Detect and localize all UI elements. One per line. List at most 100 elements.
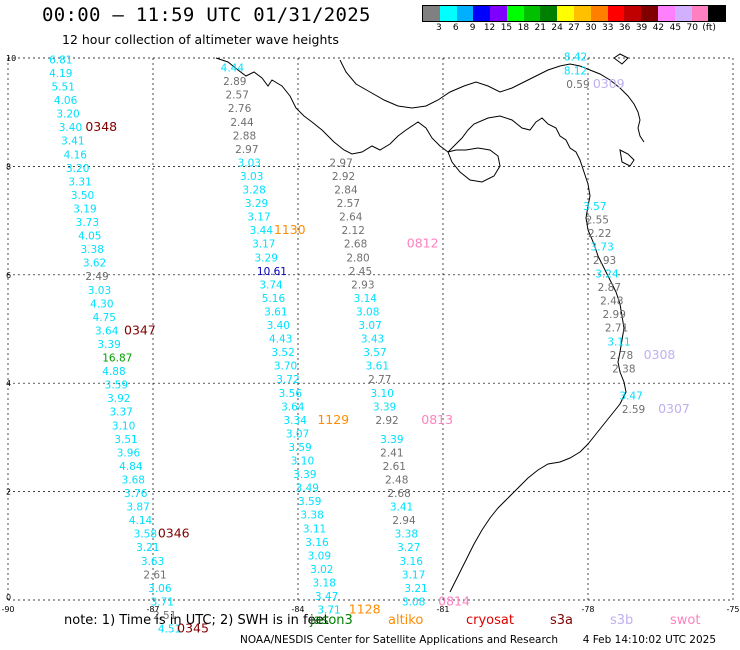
pass-time-label: 0348 <box>85 119 117 134</box>
wave-height-value: 4.43 <box>269 334 292 346</box>
color-scale-label: 12 <box>483 23 496 33</box>
gulf-inlet <box>447 147 501 183</box>
credit-line: NOAA/NESDIS Center for Satellite Applica… <box>240 634 716 646</box>
wave-height-value: 3.61 <box>366 361 389 373</box>
coastline-mainland <box>215 57 627 593</box>
pass-time-label: 1128 <box>349 602 381 617</box>
color-scale-legend: 3 6 9 12 15 18 21 24 27 30 33 36 39 42 45 70 (ft) <box>422 5 726 34</box>
color-scale-swatch <box>506 6 524 21</box>
color-scale-label: 6 <box>452 23 459 33</box>
wave-height-value: 3.17 <box>252 239 275 251</box>
wave-height-value: 2.12 <box>342 225 365 237</box>
satellite-legend-item: s3a <box>550 613 574 628</box>
color-scale-label: 15 <box>500 23 513 33</box>
wave-height-value: 3.29 <box>245 198 268 210</box>
pass-time-label: 0308 <box>644 347 676 362</box>
coastline-north <box>339 59 645 143</box>
wave-height-value: 2.89 <box>223 76 246 88</box>
axis-tick-labels: -90 -87 -84 -81 -78 -75 2 4 6 8 10 0 <box>1 54 739 614</box>
wave-height-value: 2.22 <box>588 228 611 240</box>
wave-height-value: 3.47 <box>315 591 338 603</box>
pass-time-label: 0813 <box>421 412 453 427</box>
wave-height-value: 3.18 <box>313 577 336 589</box>
timestamp: 4 Feb 14:10:02 UTC 2025 <box>582 634 717 646</box>
wave-height-value: 3.73 <box>76 217 99 229</box>
wave-height-value: 3.50 <box>71 190 94 202</box>
wave-height-value: 2.93 <box>351 279 374 291</box>
altimeter-track: 8.428.12 0.59 3.572.55 2.223.73 2.93 3.242.87… <box>564 52 690 416</box>
color-scale-swatch <box>708 6 726 21</box>
wave-height-value: 6.81 <box>49 54 72 66</box>
map-title: 00:00 — 11:59 UTC 01/31/2025 <box>42 4 371 26</box>
wave-height-value: 2.64 <box>339 212 363 224</box>
color-scale-label: 21 <box>534 23 546 33</box>
color-scale-label: 18 <box>517 23 530 33</box>
color-scale-swatch <box>574 6 591 21</box>
wave-height-value: 3.16 <box>305 537 329 549</box>
satellite-legend-item: s3b <box>610 613 634 628</box>
wave-height-value: 3.10 <box>112 420 135 432</box>
pass-time-label: 0307 <box>658 401 690 416</box>
note-text: note: 1) Time is in UTC; 2) SWH is in fe… <box>64 613 329 628</box>
wave-height-value: 3.02 <box>310 564 333 576</box>
wave-height-value: 4.14 <box>129 515 153 527</box>
coastline <box>215 53 645 593</box>
wave-height-value: 2.48 <box>385 474 408 486</box>
wave-height-value: 3.11 <box>607 336 630 348</box>
wave-height-value: 3.71 <box>317 605 340 617</box>
pass-time-label: 1129 <box>317 412 349 427</box>
wave-height-value: 4.88 <box>102 366 125 378</box>
color-scale-label: 24 <box>551 23 563 33</box>
color-scale-label: 3 <box>436 23 442 33</box>
wave-height-value: 2.77 <box>368 374 391 386</box>
pass-time-label: 0814 <box>438 593 470 608</box>
wave-height-value: 4.19 <box>49 68 72 80</box>
wave-height-value: 3.20 <box>66 163 89 175</box>
wave-height-value: 3.31 <box>68 176 91 188</box>
wave-height-value: 3.24 <box>595 269 619 281</box>
wave-height-value: 2.84 <box>334 185 358 197</box>
wave-height-value: 2.71 <box>605 323 628 335</box>
wave-height-value: 4.51 <box>158 624 181 636</box>
altimeter-track: 6.814.195.514.063.203.403.414.163.203.31… <box>49 54 209 635</box>
pass-time-label: 0345 <box>177 621 209 636</box>
wave-height-value: 2.45 <box>349 266 372 278</box>
color-scale-swatch <box>557 6 575 21</box>
wave-height-value: 3.16 <box>400 556 424 568</box>
x-tick-label: -81 <box>436 605 449 614</box>
color-scale-swatch <box>607 6 625 21</box>
pass-time-label: 0347 <box>124 322 156 337</box>
wave-height-value: 2.49 <box>85 271 108 283</box>
wave-height-value: 3.73 <box>590 241 613 253</box>
color-scale-swatch <box>691 6 709 21</box>
wave-height-value: 2.68 <box>344 239 367 251</box>
island-north <box>613 53 629 65</box>
wave-height-value: 3.47 <box>619 390 642 402</box>
wave-height-value: 5.51 <box>52 82 75 94</box>
color-scale-swatch <box>473 6 491 21</box>
wave-height-value: 4.30 <box>90 298 113 310</box>
wave-height-value: 3.59 <box>298 496 321 508</box>
color-scale-swatch <box>456 6 474 21</box>
color-scale-label: 42 <box>652 23 665 33</box>
wave-height-value: 2.92 <box>332 171 355 183</box>
wave-height-value: 2.80 <box>346 252 369 264</box>
color-scale-swatch <box>540 6 558 21</box>
color-scale-label: 27 <box>568 23 580 33</box>
wave-height-value: 5.16 <box>262 293 286 305</box>
wave-height-value: 2.61 <box>383 461 406 473</box>
color-scale-label: 9 <box>469 23 476 33</box>
color-scale-labels: 3 6 9 12 15 18 21 24 27 30 33 36 39 42 45 70 (ft) <box>422 22 726 34</box>
color-scale-swatch <box>624 6 642 21</box>
wave-height-value: 2.94 <box>392 515 416 527</box>
x-tick-label: -87 <box>146 605 159 614</box>
x-tick-label: -84 <box>291 605 304 614</box>
wave-height-value: 3.39 <box>380 434 403 446</box>
wave-height-value: 3.11 <box>303 523 326 535</box>
wave-height-value: 2.87 <box>598 282 621 294</box>
wave-height-value: 16.87 <box>102 353 132 365</box>
wave-height-value: 3.38 <box>300 510 323 522</box>
wave-height-value: 3.40 <box>267 320 290 332</box>
wave-height-value: 2.76 <box>228 103 252 115</box>
wave-height-value: 2.57 <box>226 90 249 102</box>
